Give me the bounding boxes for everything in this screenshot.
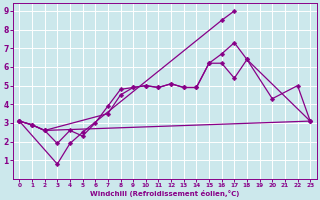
X-axis label: Windchill (Refroidissement éolien,°C): Windchill (Refroidissement éolien,°C) [90,190,239,197]
